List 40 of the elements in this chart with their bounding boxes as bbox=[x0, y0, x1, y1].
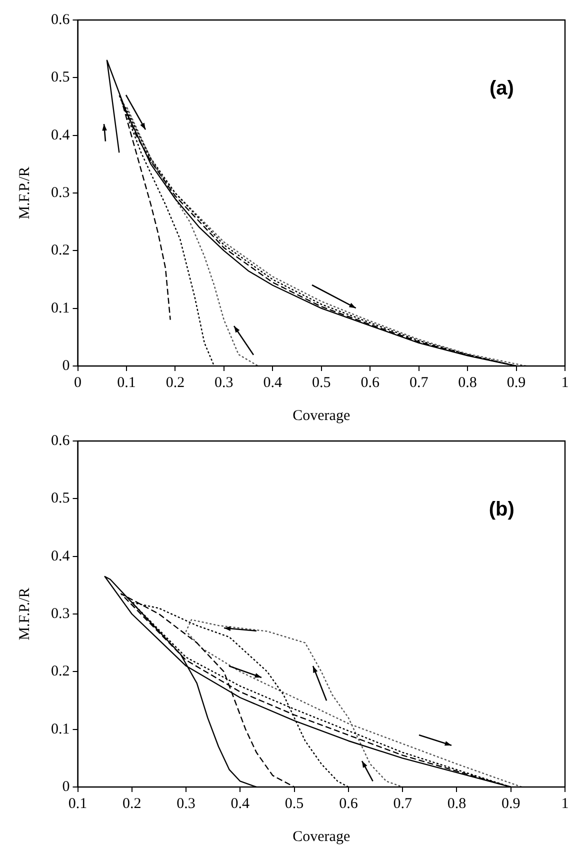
y-tick-label: 0.2 bbox=[51, 664, 70, 680]
x-tick-label: 0.9 bbox=[506, 374, 526, 391]
annotation: (b) bbox=[488, 498, 514, 521]
x-tick-label: 0.2 bbox=[122, 796, 142, 812]
annotation: (a) bbox=[489, 78, 514, 100]
y-tick-label: 0.6 bbox=[51, 12, 70, 28]
y-tick-label: 0.5 bbox=[51, 490, 70, 507]
x-tick-label: 0.9 bbox=[501, 796, 520, 812]
y-tick-label: 0.1 bbox=[51, 721, 70, 738]
x-tick-label: 0.1 bbox=[117, 374, 136, 391]
x-tick-label: 1 bbox=[561, 796, 569, 812]
x-tick-label: 0.7 bbox=[409, 374, 429, 391]
x-axis-title: Coverage bbox=[292, 828, 350, 845]
x-tick-label: 0.2 bbox=[166, 374, 185, 391]
x-tick-label: 0.7 bbox=[393, 796, 412, 812]
y-tick-label: 0.5 bbox=[51, 70, 70, 86]
y-tick-label: 0.2 bbox=[51, 242, 70, 259]
y-tick-label: 0.3 bbox=[51, 606, 70, 622]
x-tick-label: 0.6 bbox=[360, 374, 380, 391]
y-tick-label: 0.4 bbox=[51, 548, 70, 564]
x-tick-label: 0.8 bbox=[458, 374, 477, 391]
x-tick-label: 0.5 bbox=[312, 374, 331, 391]
y-tick-label: 0 bbox=[62, 778, 70, 795]
x-tick-label: 0 bbox=[74, 374, 82, 391]
y-tick-label: 0.3 bbox=[51, 184, 70, 201]
x-tick-label: 0.6 bbox=[339, 796, 358, 812]
y-tick-label: 0.4 bbox=[51, 127, 70, 144]
x-tick-label: 0.3 bbox=[214, 374, 234, 391]
x-tick-label: 0.5 bbox=[284, 796, 304, 812]
y-tick-label: 0.1 bbox=[51, 300, 70, 316]
y-axis-title: M.F.P./R bbox=[16, 166, 33, 220]
y-axis-title: M.F.P./R bbox=[16, 588, 33, 640]
x-tick-label: 0.4 bbox=[230, 796, 250, 812]
x-tick-label: 0.3 bbox=[176, 796, 196, 812]
x-tick-label: 0.8 bbox=[447, 796, 466, 812]
x-tick-label: 0.4 bbox=[263, 374, 283, 391]
x-axis-title: Coverage bbox=[292, 408, 350, 424]
y-tick-label: 0.6 bbox=[51, 432, 70, 449]
y-tick-label: 0 bbox=[62, 358, 70, 374]
x-tick-label: 1 bbox=[561, 374, 569, 391]
